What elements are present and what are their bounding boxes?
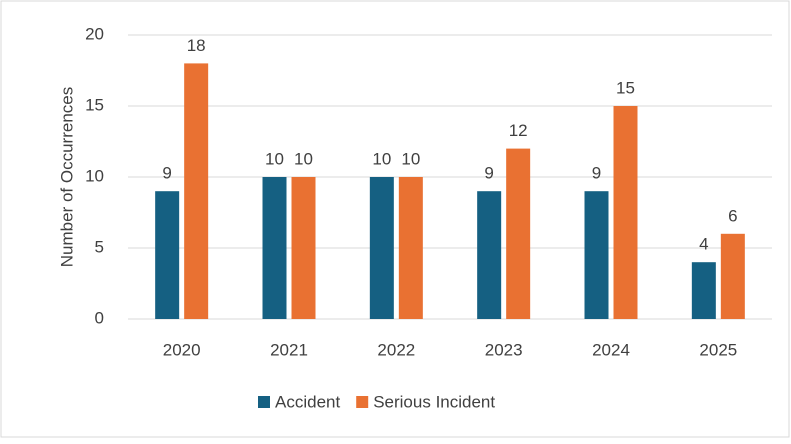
x-tick-label: 2020 (163, 340, 201, 359)
bar (155, 191, 180, 319)
y-tick-label: 5 (95, 237, 104, 256)
data-label: 6 (728, 206, 737, 225)
bar (291, 177, 316, 319)
x-tick-label: 2021 (270, 340, 308, 359)
bar (477, 191, 502, 319)
data-label: 15 (616, 78, 635, 97)
y-tick-label: 10 (85, 166, 104, 185)
bar (613, 106, 638, 319)
data-label: 9 (592, 164, 601, 183)
x-tick-label: 2022 (377, 340, 415, 359)
data-label: 10 (294, 149, 313, 168)
bar (691, 262, 716, 319)
y-axis-label: Number of Occurrences (57, 87, 76, 267)
data-label: 9 (162, 164, 171, 183)
data-label: 18 (187, 36, 206, 55)
y-tick-label: 0 (95, 308, 104, 327)
data-label: 10 (372, 149, 391, 168)
x-tick-label: 2024 (592, 340, 630, 359)
bar (184, 63, 209, 320)
data-label: 12 (509, 121, 528, 140)
x-tick-label: 2025 (699, 340, 737, 359)
data-label: 4 (699, 235, 708, 254)
bar (506, 148, 531, 319)
legend-label: Serious Incident (373, 392, 495, 411)
y-tick-label: 15 (85, 95, 104, 114)
legend-swatch (356, 396, 369, 408)
bar (720, 233, 745, 319)
data-label: 10 (265, 149, 284, 168)
bar (369, 177, 394, 319)
x-tick-label: 2023 (485, 340, 523, 359)
legend-swatch (258, 396, 270, 408)
y-tick-label: 20 (85, 24, 104, 43)
legend-label: Accident (275, 392, 340, 411)
bar (262, 177, 287, 319)
bar (584, 191, 609, 319)
data-label: 10 (401, 149, 420, 168)
data-label: 9 (484, 164, 493, 183)
bar (398, 177, 423, 319)
